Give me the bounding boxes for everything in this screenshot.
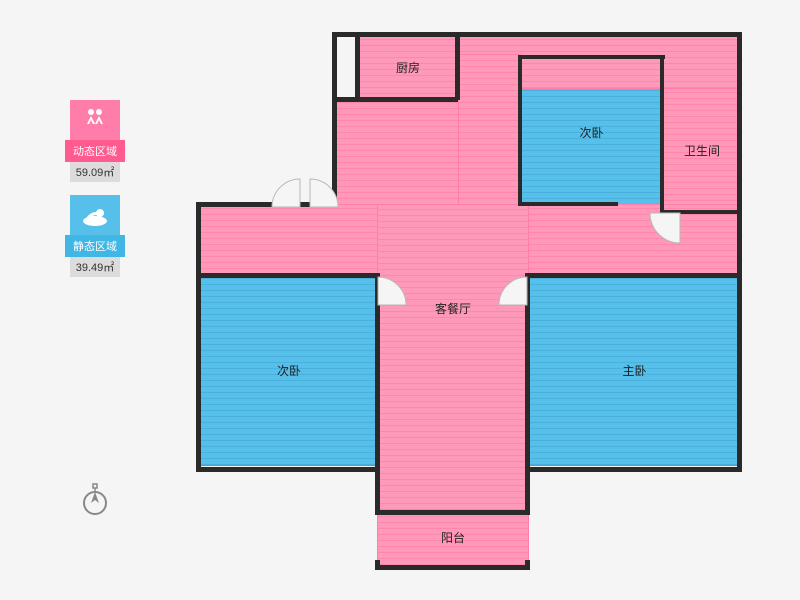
wall-segment — [375, 565, 530, 570]
wall-segment — [355, 35, 360, 97]
room-bed2: 次卧 — [200, 275, 378, 465]
wall-segment — [375, 273, 380, 513]
room-bed2-label: 次卧 — [277, 362, 301, 379]
room-living: 客餐厅 — [378, 205, 528, 510]
wall-segment — [518, 55, 522, 205]
wall-segment — [525, 273, 530, 513]
wall-segment — [332, 97, 458, 102]
legend-static-value: 39.49㎡ — [70, 257, 120, 277]
room-upper-strip2 — [458, 55, 520, 205]
room-kitchen: 厨房 — [358, 35, 458, 100]
legend-dynamic: 动态区域59.09㎡ — [65, 100, 125, 182]
room-bed1-label: 主卧 — [622, 362, 646, 379]
room-balcony: 阳台 — [378, 510, 528, 565]
wall-segment — [737, 32, 742, 467]
room-bath: 卫生间 — [663, 88, 741, 213]
legend-static-icon — [70, 195, 120, 235]
legend-dynamic-value: 59.09㎡ — [70, 162, 120, 182]
wall-segment — [332, 32, 742, 37]
room-balcony-label: 阳台 — [441, 529, 465, 546]
room-living-upper — [335, 100, 458, 205]
floorplan-stage: 动态区域59.09㎡静态区域39.49㎡厨房次卧卫生间客餐厅次卧主卧阳台 — [0, 0, 800, 600]
room-bed3-label: 次卧 — [579, 124, 603, 141]
room-kitchen-label: 厨房 — [396, 59, 420, 76]
wall-segment — [525, 273, 741, 278]
legend-dynamic-label: 动态区域 — [65, 140, 125, 162]
legend-dynamic-icon — [70, 100, 120, 140]
wall-segment — [526, 467, 742, 472]
wall-segment — [196, 202, 201, 472]
wall-segment — [196, 467, 376, 472]
wall-segment — [518, 55, 665, 59]
wall-segment — [375, 510, 530, 515]
legend-static: 静态区域39.49㎡ — [65, 195, 125, 277]
wall-segment — [455, 35, 460, 100]
compass-icon — [81, 481, 109, 522]
room-living-label: 客餐厅 — [435, 300, 471, 317]
legend-static-label: 静态区域 — [65, 235, 125, 257]
wall-segment — [518, 202, 618, 206]
wall-segment — [660, 55, 664, 215]
wall-segment — [332, 32, 337, 207]
wall-segment — [660, 210, 740, 214]
room-bed1: 主卧 — [528, 275, 741, 465]
wall-segment — [196, 273, 378, 278]
wall-segment — [196, 202, 332, 207]
room-bath-label: 卫生间 — [684, 142, 720, 159]
